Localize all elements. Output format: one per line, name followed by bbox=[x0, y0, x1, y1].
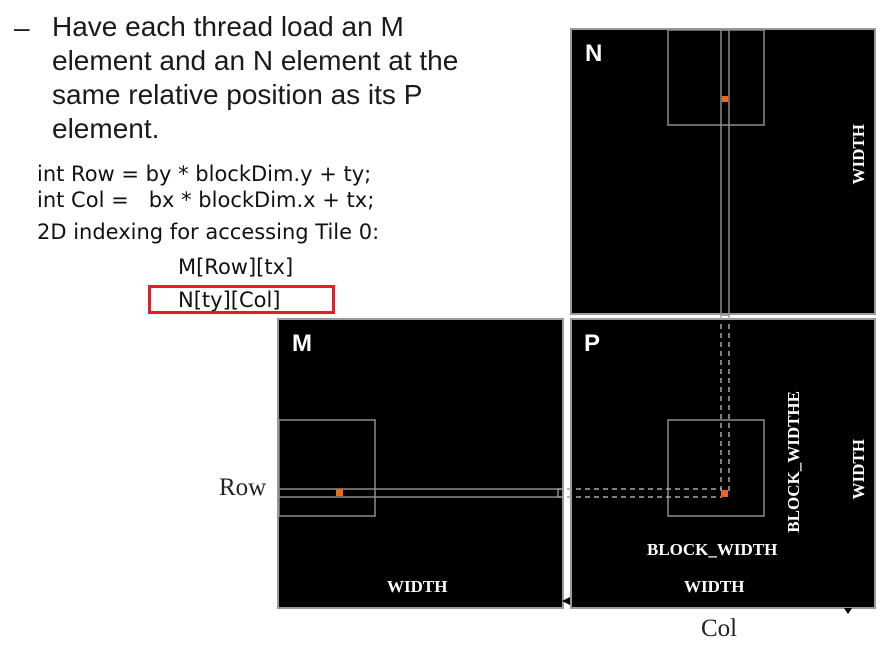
bullet-line-1: Have each thread load an M bbox=[52, 11, 404, 42]
n-column-strip bbox=[720, 29, 730, 316]
code-m-index: M[Row][tx] bbox=[178, 255, 294, 279]
block-width-label: BLOCK_WIDTH bbox=[647, 540, 778, 559]
n-element-marker bbox=[722, 96, 728, 102]
m-element-marker bbox=[336, 489, 343, 496]
code-indexing-label: 2D indexing for accessing Tile 0: bbox=[37, 220, 380, 244]
code-col-line: int Col = bx * blockDim.x + tx; bbox=[37, 188, 375, 212]
matrix-m-label: M bbox=[292, 330, 312, 357]
n-index-highlight-box bbox=[148, 285, 335, 314]
code-n-index: N[ty][Col] bbox=[178, 288, 281, 312]
n-tile-outline bbox=[667, 29, 765, 126]
m-tile-outline bbox=[278, 419, 376, 517]
row-label: Row bbox=[219, 474, 267, 501]
m-row-strip bbox=[278, 488, 559, 498]
bullet-text: Have each thread load an M element and a… bbox=[52, 10, 552, 146]
col-label: Col bbox=[701, 615, 738, 642]
bullet-dash: – bbox=[14, 12, 30, 43]
bullet-line-3: same relative position as its P bbox=[52, 79, 423, 110]
matrix-p-label: P bbox=[584, 330, 601, 357]
bullet-line-4: element. bbox=[52, 113, 160, 144]
width-arrow-down bbox=[844, 608, 852, 614]
matrix-m-width-label: WIDTH bbox=[387, 577, 448, 596]
matrix-n bbox=[570, 28, 876, 315]
matrix-m bbox=[277, 318, 564, 609]
code-row-line: int Row = by * blockDim.y + ty; bbox=[37, 162, 372, 186]
p-tile-outline bbox=[667, 419, 765, 517]
matrix-p-width-label: WIDTH bbox=[684, 577, 745, 596]
matrix-n-label: N bbox=[585, 40, 603, 67]
width-arrow-left bbox=[562, 597, 570, 605]
p-element-marker bbox=[721, 490, 728, 497]
bullet-line-2: element and an N element at the bbox=[52, 45, 459, 76]
matrix-p bbox=[570, 318, 876, 609]
